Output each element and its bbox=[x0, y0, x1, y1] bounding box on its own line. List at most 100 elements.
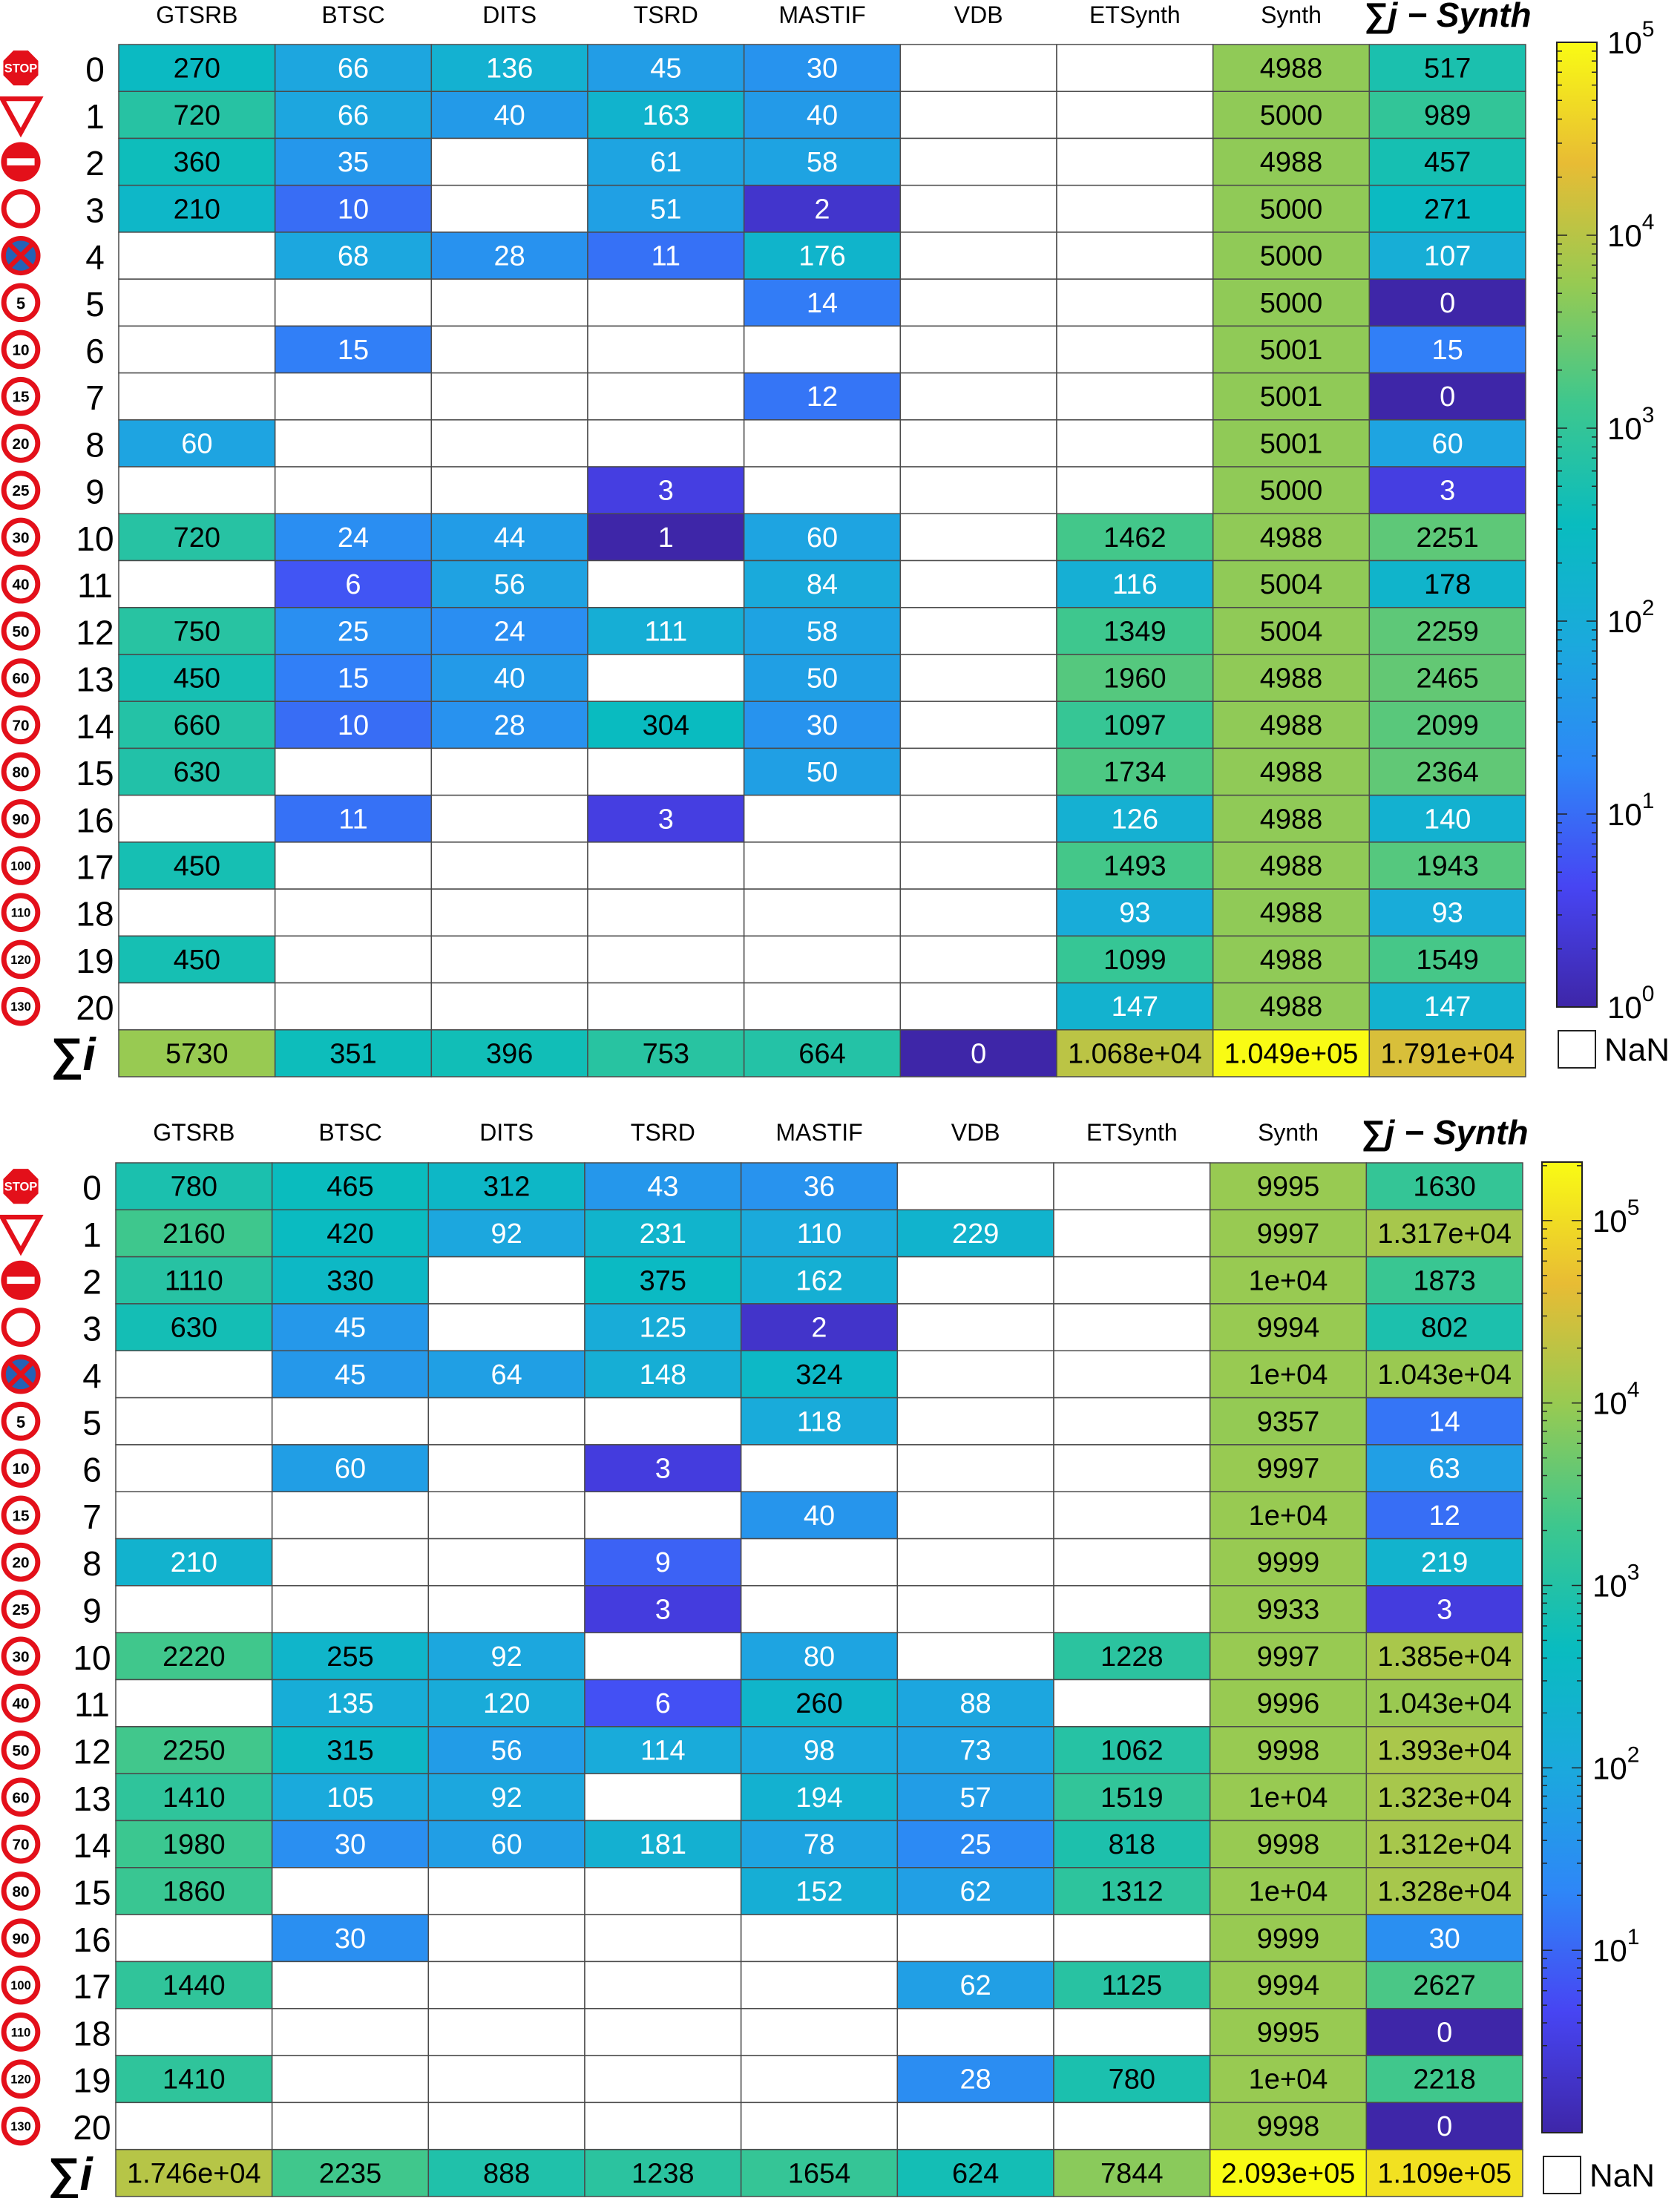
heatmap-cell bbox=[740, 1303, 899, 1352]
heatmap-cell bbox=[743, 137, 902, 186]
cell-value-label: 45 bbox=[335, 1313, 366, 1344]
heatmap-cell bbox=[1365, 1397, 1523, 1446]
row-label-8: 8 bbox=[85, 425, 105, 464]
cell-value-label: 62 bbox=[960, 1876, 991, 1907]
heatmap-cell bbox=[740, 2055, 899, 2104]
svg-text:80: 80 bbox=[12, 764, 29, 781]
cell-value-label: 4988 bbox=[1260, 522, 1323, 554]
cell-value-label: 152 bbox=[795, 1876, 842, 1907]
cell-value-label: 58 bbox=[807, 616, 838, 647]
colorbar bbox=[1556, 42, 1598, 1008]
sign-icon-70-icon: 70 bbox=[1, 1824, 41, 1864]
heatmap-cell bbox=[118, 419, 276, 468]
cell-value-label: 3 bbox=[655, 1454, 671, 1485]
cell-value-label: 40 bbox=[804, 1500, 835, 1532]
cell-value-label: 818 bbox=[1109, 1829, 1155, 1860]
cell-value-label: 1.328e+04 bbox=[1377, 1876, 1512, 1907]
cell-value-label: 9357 bbox=[1257, 1406, 1320, 1437]
cell-value-label: 312 bbox=[483, 1172, 530, 1203]
cell-value-label: 68 bbox=[338, 241, 369, 272]
heatmap-cell bbox=[118, 888, 276, 937]
sign-icon-100-icon: 100 bbox=[1, 846, 41, 885]
row-label-1: 1 bbox=[85, 97, 105, 136]
heatmap-cell bbox=[1053, 2007, 1211, 2056]
heatmap-cell bbox=[115, 1397, 273, 1446]
heatmap-cell bbox=[1365, 1256, 1523, 1305]
heatmap-cell bbox=[1056, 91, 1214, 140]
heatmap-cell bbox=[1368, 888, 1526, 937]
heatmap-cell bbox=[584, 1914, 742, 1963]
heatmap-cell bbox=[584, 1491, 742, 1540]
heatmap-cell bbox=[115, 2102, 273, 2151]
cell-value-label: 396 bbox=[486, 1038, 533, 1069]
heatmap-cell bbox=[1056, 1029, 1214, 1077]
heatmap-cell bbox=[584, 1303, 742, 1352]
heatmap-cell bbox=[1368, 606, 1526, 655]
heatmap-cell bbox=[1209, 1632, 1368, 1681]
heatmap-cell bbox=[743, 935, 902, 984]
heatmap-cell bbox=[427, 1961, 585, 2010]
row-label-17: 17 bbox=[76, 847, 114, 886]
svg-text:15: 15 bbox=[12, 389, 29, 406]
heatmap-cell bbox=[740, 1679, 899, 1728]
heatmap-cell bbox=[899, 184, 1057, 233]
cell-value-label: 1e+04 bbox=[1249, 1876, 1328, 1907]
cell-value-label: 271 bbox=[1424, 194, 1471, 225]
row-label-sum-i: ∑i bbox=[47, 2149, 93, 2198]
heatmap-cell bbox=[1365, 1679, 1523, 1728]
heatmap-cell bbox=[899, 935, 1057, 984]
cell-value-label: 9994 bbox=[1257, 1970, 1320, 2001]
heatmap-cell bbox=[743, 888, 902, 937]
heatmap-cell bbox=[1056, 325, 1214, 374]
cell-value-label: 147 bbox=[1424, 991, 1471, 1023]
cell-value-label: 1440 bbox=[163, 1970, 226, 2001]
heatmap-cell bbox=[1212, 325, 1371, 374]
heatmap-cell bbox=[1053, 2055, 1211, 2104]
heatmap-cell bbox=[1212, 747, 1371, 796]
cell-value-label: 14 bbox=[807, 288, 838, 319]
heatmap-cell bbox=[271, 1538, 430, 1587]
row-label-10: 10 bbox=[76, 519, 114, 558]
cell-value-label: 465 bbox=[327, 1172, 373, 1203]
cell-value-label: 9995 bbox=[1257, 1172, 1320, 1203]
cell-value-label: 73 bbox=[960, 1735, 991, 1766]
heatmap-cell bbox=[271, 1914, 430, 1963]
cell-value-label: 110 bbox=[797, 1218, 842, 1250]
heatmap-cell bbox=[1212, 888, 1371, 937]
heatmap-cell bbox=[271, 1303, 430, 1352]
nan-label: NaN bbox=[1589, 2158, 1655, 2194]
sign-icon-110-icon: 110 bbox=[1, 893, 41, 932]
heatmap-cell bbox=[271, 1867, 430, 1915]
svg-text:30: 30 bbox=[12, 1648, 29, 1665]
cell-value-label: 2250 bbox=[163, 1735, 226, 1766]
heatmap-cell bbox=[587, 935, 745, 984]
heatmap-cell bbox=[587, 747, 745, 796]
heatmap-cell bbox=[1212, 842, 1371, 890]
heatmap-cell bbox=[1368, 1029, 1526, 1077]
cell-value-label: 9997 bbox=[1257, 1218, 1320, 1250]
cell-value-label: 0 bbox=[1440, 381, 1455, 413]
cell-value-label: 163 bbox=[643, 100, 689, 131]
row-label-9: 9 bbox=[85, 473, 105, 511]
row-label-13: 13 bbox=[76, 660, 114, 699]
heatmap-cell bbox=[899, 419, 1057, 468]
heatmap-cell bbox=[115, 1209, 273, 1258]
cell-value-label: 162 bbox=[795, 1265, 842, 1296]
row-label-14: 14 bbox=[73, 1826, 111, 1865]
heatmap-cell bbox=[1056, 513, 1214, 562]
cell-value-label: 35 bbox=[338, 147, 369, 178]
cell-value-label: 4988 bbox=[1260, 757, 1323, 788]
heatmap-cell bbox=[587, 794, 745, 843]
cell-value-label: 10 bbox=[338, 194, 369, 225]
cell-value-label: 5000 bbox=[1260, 288, 1323, 319]
heatmap-cell bbox=[1056, 935, 1214, 984]
heatmap-cell bbox=[118, 1029, 276, 1077]
heatmap-cell bbox=[899, 513, 1057, 562]
svg-text:20: 20 bbox=[12, 436, 29, 453]
heatmap-cell bbox=[740, 1444, 899, 1492]
heatmap-cell bbox=[274, 466, 433, 515]
heatmap-panel-top: GTSRB BTSC DITS TSRD MASTIF VDB ETSynth Synth ∑j… bbox=[0, 0, 1670, 1080]
sign-icon-90-icon: 90 bbox=[1, 1918, 41, 1958]
heatmap-cell bbox=[115, 1726, 273, 1774]
heatmap-cell bbox=[118, 654, 276, 702]
